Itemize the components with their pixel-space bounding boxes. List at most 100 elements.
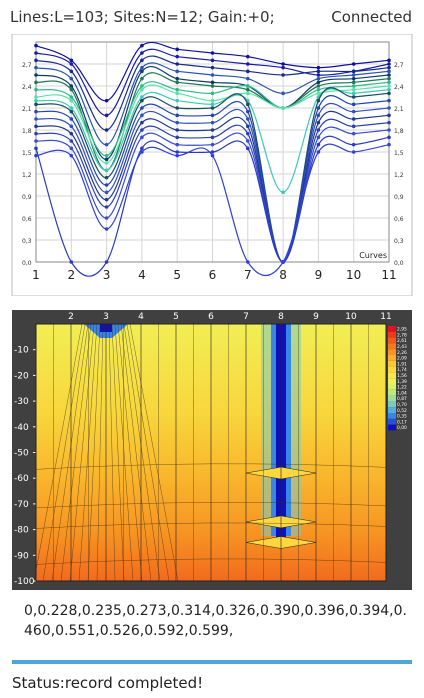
y-tick: -30 bbox=[14, 397, 29, 407]
y-tick-left: 1,8 bbox=[22, 128, 32, 135]
series-point-15-10 bbox=[387, 135, 391, 140]
series-point-9-0 bbox=[34, 102, 38, 107]
y-tick-left: 0,3 bbox=[22, 238, 32, 245]
contour-fan-l bbox=[78, 323, 98, 582]
series-point-2-8 bbox=[316, 69, 321, 74]
series-point-11-4 bbox=[175, 120, 179, 125]
series-point-4-9 bbox=[351, 76, 356, 81]
series-point-1-1 bbox=[69, 62, 74, 66]
series-point-15-5 bbox=[210, 150, 215, 154]
series-point-5-3 bbox=[140, 76, 144, 81]
legend-swatch-1 bbox=[388, 331, 396, 338]
series-line-10 bbox=[35, 95, 390, 263]
divider bbox=[12, 660, 412, 664]
status-text: Status:record completed! bbox=[12, 674, 204, 692]
y-tick-left: 2,1 bbox=[22, 106, 32, 113]
legend-label-8: 1,56 bbox=[397, 373, 407, 379]
series-point-1-8 bbox=[316, 73, 321, 77]
series-point-16-10 bbox=[387, 142, 391, 147]
curves-chart[interactable]: 0,0 0,0 0,3 0,3 0,6 0,6 0,9 0,9 1,2 1,2 1,5 1,5 1,8 1… bbox=[0, 34, 424, 296]
series-point-10-2 bbox=[104, 183, 109, 187]
legend-swatch-6 bbox=[388, 360, 396, 367]
y-tick-right: 0,9 bbox=[394, 194, 404, 201]
contour-fan-l bbox=[51, 323, 89, 582]
x-tick: 8 bbox=[278, 312, 284, 322]
y-tick-left: 2,4 bbox=[22, 84, 32, 91]
series-point-4-8 bbox=[316, 80, 321, 85]
x-tick: 4 bbox=[138, 312, 144, 322]
legend-label-7: 1,74 bbox=[397, 367, 407, 373]
x-tick: 3 bbox=[103, 268, 111, 282]
series-point-9-8 bbox=[316, 98, 321, 103]
legend-swatch-2 bbox=[388, 337, 396, 344]
values-readout: 0,0.228,0.235,0.273,0.314,0.326,0.390,0.… bbox=[24, 603, 407, 639]
legend-swatch-15 bbox=[388, 413, 396, 419]
series-line-3 bbox=[35, 62, 390, 146]
series-point-8-3 bbox=[140, 95, 144, 99]
depth-section-chart[interactable]: 2 3 4 5 6 7 8 9 10 11 -10 -20 -30 -40 -50 -60 -70 -80 -90 -… bbox=[0, 300, 424, 600]
series-point-3-0 bbox=[34, 65, 38, 70]
series-point-0-9 bbox=[351, 62, 356, 66]
series-point-5-6 bbox=[246, 87, 250, 92]
series-point-1-5 bbox=[210, 58, 215, 63]
series-point-8-9 bbox=[351, 91, 356, 96]
series-point-10-3 bbox=[140, 106, 144, 110]
series-point-12-3 bbox=[140, 120, 144, 125]
legend-swatch-13 bbox=[388, 401, 396, 408]
series-point-11-10 bbox=[387, 106, 391, 110]
series-point-9-4 bbox=[175, 106, 179, 110]
y-tick-right: 2,1 bbox=[394, 106, 404, 113]
series-point-13-10 bbox=[387, 120, 391, 125]
series-point-9-1 bbox=[69, 109, 74, 114]
x-tick: 11 bbox=[381, 268, 396, 282]
series-point-13-4 bbox=[175, 135, 179, 140]
y-tick-right: 0,6 bbox=[394, 216, 404, 223]
series-point-5-0 bbox=[34, 80, 38, 85]
series-point-10-5 bbox=[210, 113, 215, 118]
x-axis-label: Curves bbox=[359, 251, 387, 260]
series-point-4-2 bbox=[104, 157, 109, 162]
x-tick: 5 bbox=[173, 312, 179, 322]
series-point-15-4 bbox=[175, 150, 179, 154]
series-point-14-6 bbox=[246, 139, 250, 143]
legend-swatch-16 bbox=[388, 418, 396, 425]
legend-label-0: 2,95 bbox=[397, 327, 407, 333]
series-point-0-8 bbox=[316, 65, 321, 70]
series-point-6-8 bbox=[316, 87, 321, 92]
series-point-0-2 bbox=[104, 98, 109, 103]
series-point-16-1 bbox=[69, 153, 74, 158]
series-point-0-3 bbox=[140, 43, 144, 48]
series-point-4-5 bbox=[210, 80, 215, 85]
legend-label-10: 1,22 bbox=[397, 385, 407, 391]
series-point-2-4 bbox=[175, 62, 179, 66]
series-point-7-10 bbox=[387, 84, 391, 88]
series-point-12-0 bbox=[34, 124, 38, 129]
color-legend: 2,952,782,612,432,262,091,911,741,561,39… bbox=[388, 326, 407, 431]
series-point-10-1 bbox=[69, 117, 74, 121]
contour-fan-l bbox=[69, 323, 95, 582]
y-tick: -100 bbox=[14, 577, 35, 587]
series-point-9-10 bbox=[387, 91, 391, 96]
contour-fan-r bbox=[108, 323, 116, 582]
legend-label-15: 0,35 bbox=[397, 414, 407, 420]
legend-swatch-9 bbox=[388, 378, 396, 384]
series-point-16-0 bbox=[34, 153, 38, 158]
series-point-15-1 bbox=[69, 260, 74, 264]
y-tick: -70 bbox=[14, 500, 29, 510]
legend-swatch-12 bbox=[388, 395, 396, 402]
series-point-3-4 bbox=[175, 69, 179, 74]
series-point-1-4 bbox=[175, 54, 179, 59]
legend-swatch-4 bbox=[388, 349, 396, 355]
top-status-bar: Lines:L=103; Sites:N=12; Gain:+0; Connec… bbox=[0, 0, 424, 34]
legend-label-16: 0,17 bbox=[397, 419, 407, 425]
x-tick: 6 bbox=[208, 312, 214, 322]
series-point-14-4 bbox=[175, 142, 179, 147]
plot-border bbox=[35, 323, 387, 582]
series-point-2-3 bbox=[140, 58, 144, 63]
x-tick: 1 bbox=[32, 268, 40, 282]
series-point-7-6 bbox=[246, 91, 250, 96]
series-point-6-0 bbox=[34, 87, 38, 92]
series-point-15-2 bbox=[104, 260, 109, 264]
series-point-3-9 bbox=[351, 73, 356, 77]
x-tick: 7 bbox=[243, 312, 249, 322]
